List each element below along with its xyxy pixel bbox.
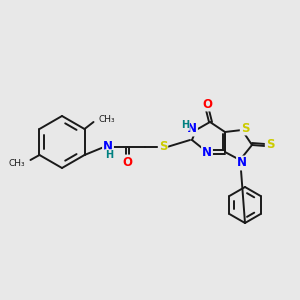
Text: H: H [181, 120, 189, 130]
Text: N: N [187, 122, 197, 136]
Text: CH₃: CH₃ [9, 158, 26, 167]
Text: N: N [202, 146, 212, 158]
Text: S: S [241, 122, 249, 134]
Text: N: N [103, 140, 113, 154]
Text: H: H [105, 150, 113, 160]
Text: S: S [159, 140, 167, 154]
Text: N: N [237, 157, 247, 169]
Text: S: S [266, 139, 274, 152]
Text: O: O [202, 98, 212, 110]
Text: O: O [122, 155, 132, 169]
Text: CH₃: CH₃ [98, 115, 115, 124]
